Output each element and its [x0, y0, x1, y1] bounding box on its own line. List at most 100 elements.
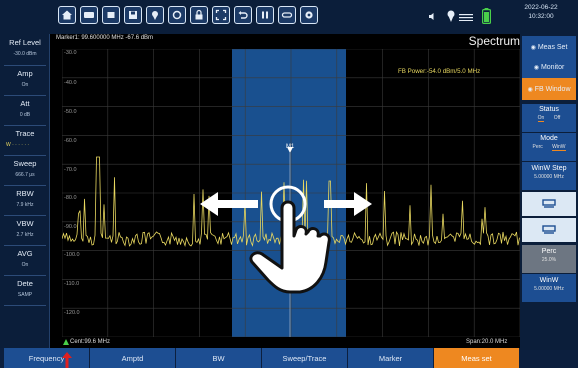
y-tick-label: -120.0 [64, 310, 80, 316]
bottom-tab-marker[interactable]: Marker [348, 348, 434, 368]
param-amp[interactable]: Amp On [0, 69, 50, 88]
softkey-perc[interactable]: Perc 25.0% [522, 245, 576, 273]
mode-perc-option[interactable]: Perc [532, 144, 543, 150]
window-shift-icon [542, 199, 556, 208]
softkey-label: WinW Step [531, 165, 567, 172]
window-shift-icon [542, 225, 556, 234]
param-value: 2.7 kHz [16, 232, 34, 238]
marker-readout: Marker1: 99.600000 MHz -67.6 dBm [56, 35, 154, 41]
param-label: AVG [17, 249, 33, 258]
param-label: Att [20, 99, 30, 108]
fullscreen-icon[interactable] [212, 6, 230, 24]
swipe-gesture-overlay [200, 185, 372, 294]
softkey-value: 25.0% [541, 257, 557, 263]
radio-icon: ◉ [530, 44, 536, 51]
divider [4, 215, 46, 216]
red-up-arrow-icon [62, 352, 72, 368]
softkey-winw[interactable]: WinW 5.00000 MHz [522, 274, 576, 302]
left-arrow-icon [200, 192, 258, 216]
param-sweep[interactable]: Sweep 666.7 μs [0, 159, 50, 178]
menu-icon[interactable] [459, 14, 473, 21]
datetime: 2022-06-22 10:32:00 [508, 3, 574, 21]
location-icon[interactable] [146, 6, 164, 24]
left-parameter-panel: Ref Level -30.0 dBm Amp On Att 0 dB Trace W … [0, 34, 50, 350]
softkey-monitor[interactable]: ◉ Monitor [522, 56, 576, 78]
softkey-meas-set[interactable]: ◉ Meas Set [522, 36, 576, 58]
param-value: SAMP [17, 292, 33, 298]
volume-icon[interactable] [428, 12, 437, 21]
span-frequency: Span:20.0 MHz [466, 339, 508, 345]
param-value: -30.0 dBm [13, 51, 37, 57]
softkey-window-right[interactable] [522, 218, 576, 242]
stop-icon[interactable] [102, 6, 120, 24]
param-label: Amp [17, 69, 33, 78]
softkey-label: Mode [540, 135, 558, 142]
center-marker-icon [63, 339, 69, 345]
status-off-option[interactable]: Off [553, 115, 561, 121]
param-trace[interactable]: Trace W · · · · · · [0, 129, 50, 148]
param-value: On [21, 262, 29, 268]
status-on-option[interactable]: On [537, 115, 545, 122]
undo-icon[interactable] [234, 6, 252, 24]
pause-icon[interactable] [256, 6, 274, 24]
param-value: 666.7 μs [15, 172, 35, 178]
param-value: 0 dB [19, 112, 31, 118]
divider [4, 245, 46, 246]
lock-icon[interactable] [190, 6, 208, 24]
marker-m1-triangle[interactable] [287, 147, 293, 153]
softkey-label: Status [539, 106, 559, 113]
softkey-label: Meas Set [537, 43, 568, 51]
radio-icon: ◉ [533, 64, 539, 71]
softkey-winw-step[interactable]: WinW Step 5.00000 MHz [522, 162, 576, 190]
param-label: Trace [15, 129, 35, 138]
refresh-icon[interactable] [168, 6, 186, 24]
param-rbw[interactable]: RBW 7.9 kHz [0, 189, 50, 208]
softkey-label: FB Window [534, 85, 571, 93]
save-icon[interactable] [124, 6, 142, 24]
param-att[interactable]: Att 0 dB [0, 99, 50, 118]
link-icon[interactable] [278, 6, 296, 24]
y-tick-label: -70.0 [64, 167, 77, 173]
param-vbw[interactable]: VBW 2.7 kHz [0, 219, 50, 238]
divider [4, 125, 46, 126]
divider [4, 95, 46, 96]
bottom-tab-frequency[interactable]: Frequency [4, 348, 90, 368]
y-tick-label: -50.0 [64, 109, 77, 115]
bottom-tab-amptd[interactable]: Amptd [90, 348, 176, 368]
divider [4, 275, 46, 276]
pointing-hand-icon [249, 200, 331, 294]
radio-icon: ◉ [527, 86, 533, 93]
param-label: Dete [17, 279, 33, 288]
softkey-value: 5.00000 MHz [534, 286, 564, 292]
softkey-window-left[interactable] [522, 192, 576, 216]
y-tick-label: -90.0 [64, 224, 77, 230]
y-tick-label: -110.0 [64, 281, 80, 287]
right-arrow-icon [324, 192, 372, 216]
bottom-tab-sweep-trace[interactable]: Sweep/Trace [262, 348, 348, 368]
divider [4, 305, 46, 306]
top-toolbar: 2022-06-22 10:32:00 [0, 0, 578, 34]
param-avg[interactable]: AVG On [0, 249, 50, 268]
location-pin-icon[interactable] [445, 9, 457, 23]
fb-power-readout: FB Power:-54.0 dBm/5.0 MHz [398, 68, 481, 75]
bottom-tab-bw[interactable]: BW [176, 348, 262, 368]
param-ref-level[interactable]: Ref Level -30.0 dBm [0, 38, 50, 57]
keyboard-icon[interactable] [80, 6, 98, 24]
divider [4, 185, 46, 186]
param-label: Ref Level [9, 38, 41, 47]
softkey-mode[interactable]: Mode Perc WinW [522, 133, 576, 161]
time-text: 10:32:00 [528, 13, 554, 20]
param-label: VBW [16, 219, 34, 228]
softkey-label: Monitor [540, 63, 565, 71]
bottom-menu-bar: Frequency Amptd BW Sweep/Trace Marker Me… [0, 348, 578, 368]
home-icon[interactable] [58, 6, 76, 24]
bottom-tab-meas-set[interactable]: Meas set [434, 348, 520, 368]
mode-winw-option[interactable]: WinW [552, 144, 566, 151]
y-tick-label: -100.0 [64, 252, 80, 258]
y-tick-label: -80.0 [64, 195, 77, 201]
param-dete[interactable]: Dete SAMP [0, 279, 50, 298]
softkey-status[interactable]: Status On Off [522, 104, 576, 132]
right-softkey-panel: ◉ Meas Set ◉ Monitor ◉ FB Window Status On … [520, 34, 578, 350]
softkey-fb-window[interactable]: ◉ FB Window [522, 78, 576, 100]
settings-icon[interactable] [300, 6, 318, 24]
